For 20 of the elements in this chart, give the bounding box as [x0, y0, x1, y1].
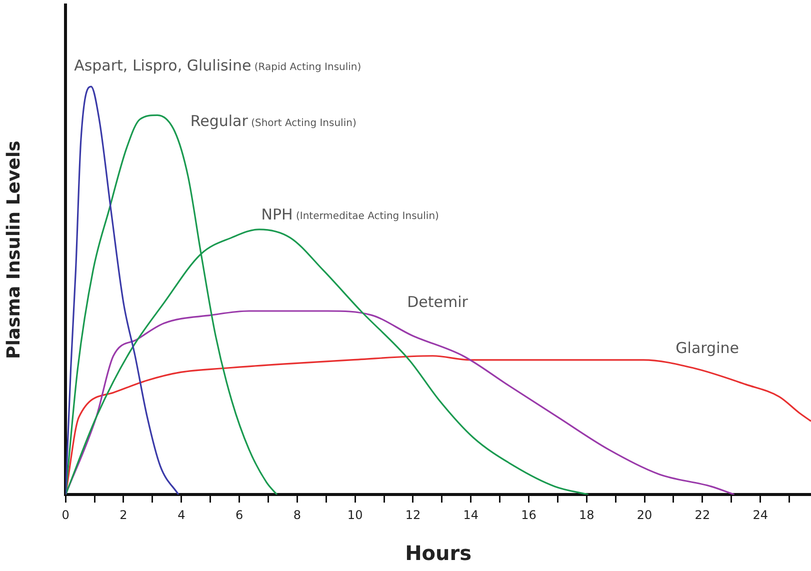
x-tick-label: 16: [521, 508, 536, 522]
x-tick-label: 22: [694, 508, 710, 522]
series-label: Regular (Short Acting Insulin): [190, 112, 356, 130]
x-tick-label: 0: [62, 508, 70, 522]
x-tick-label: 4: [178, 508, 186, 522]
x-tick-label: 24: [752, 508, 768, 522]
y-axis-title: Plasma Insulin Levels: [3, 140, 24, 359]
series-label: Glargine: [676, 338, 739, 357]
series-label: Detemir: [407, 292, 469, 311]
x-tick-label: 14: [463, 508, 479, 522]
x-tick-label: 20: [636, 508, 652, 522]
x-tick-label: 18: [579, 508, 594, 522]
x-axis-title: Hours: [405, 541, 472, 566]
series-label: NPH (Intermeditae Acting Insulin): [261, 205, 440, 224]
x-tick-label: 6: [235, 508, 244, 522]
x-tick-label: 10: [347, 508, 363, 522]
series-label: Aspart, Lispro, Glulisine (Rapid Acting Insulin): [74, 56, 362, 74]
x-tick-label: 8: [293, 508, 301, 522]
x-tick-label: 2: [120, 508, 128, 522]
x-tick-label: 12: [405, 508, 421, 522]
